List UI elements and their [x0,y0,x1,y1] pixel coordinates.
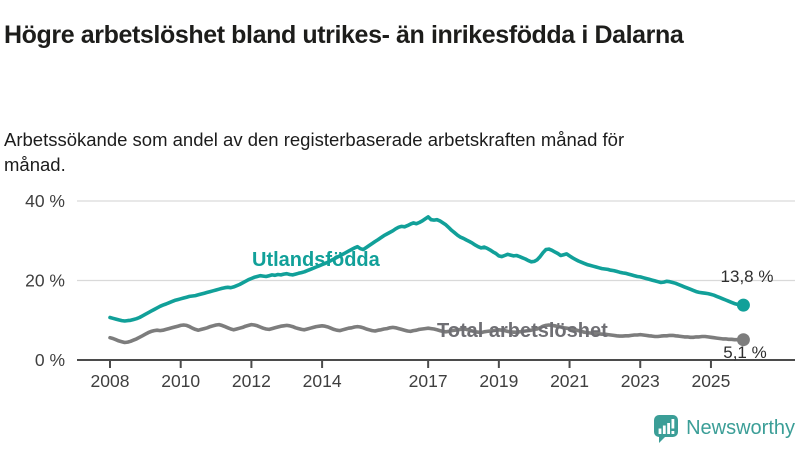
series-line-0 [108,215,746,323]
page-title: Högre arbetslöshet bland utrikes- än inr… [4,20,684,49]
x-tick-label: 2019 [479,371,518,391]
series-end-dot-1 [736,333,750,347]
bar-chart-speech-bubble-icon [654,415,679,443]
series-line-1 [108,322,746,345]
y-tick-label: 20 % [25,271,65,291]
newsworthy-logo[interactable]: Newsworthy [653,414,795,443]
y-tick-label: 0 % [35,350,65,370]
chart-subtitle: Arbetssökande som andel av den registerb… [4,128,625,176]
x-tick-label: 2023 [621,371,660,391]
x-tick-label: 2014 [303,371,342,391]
x-tick-label: 2017 [409,371,448,391]
x-tick-label: 2021 [550,371,589,391]
x-tick-label: 2008 [91,371,130,391]
x-tick-label: 2025 [691,371,730,391]
x-tick-label: 2010 [161,371,200,391]
x-tick-label: 2012 [232,371,271,391]
brand-name: Newsworthy [686,417,795,439]
y-tick-label: 40 % [25,191,65,211]
series-end-dot-0 [736,298,750,312]
